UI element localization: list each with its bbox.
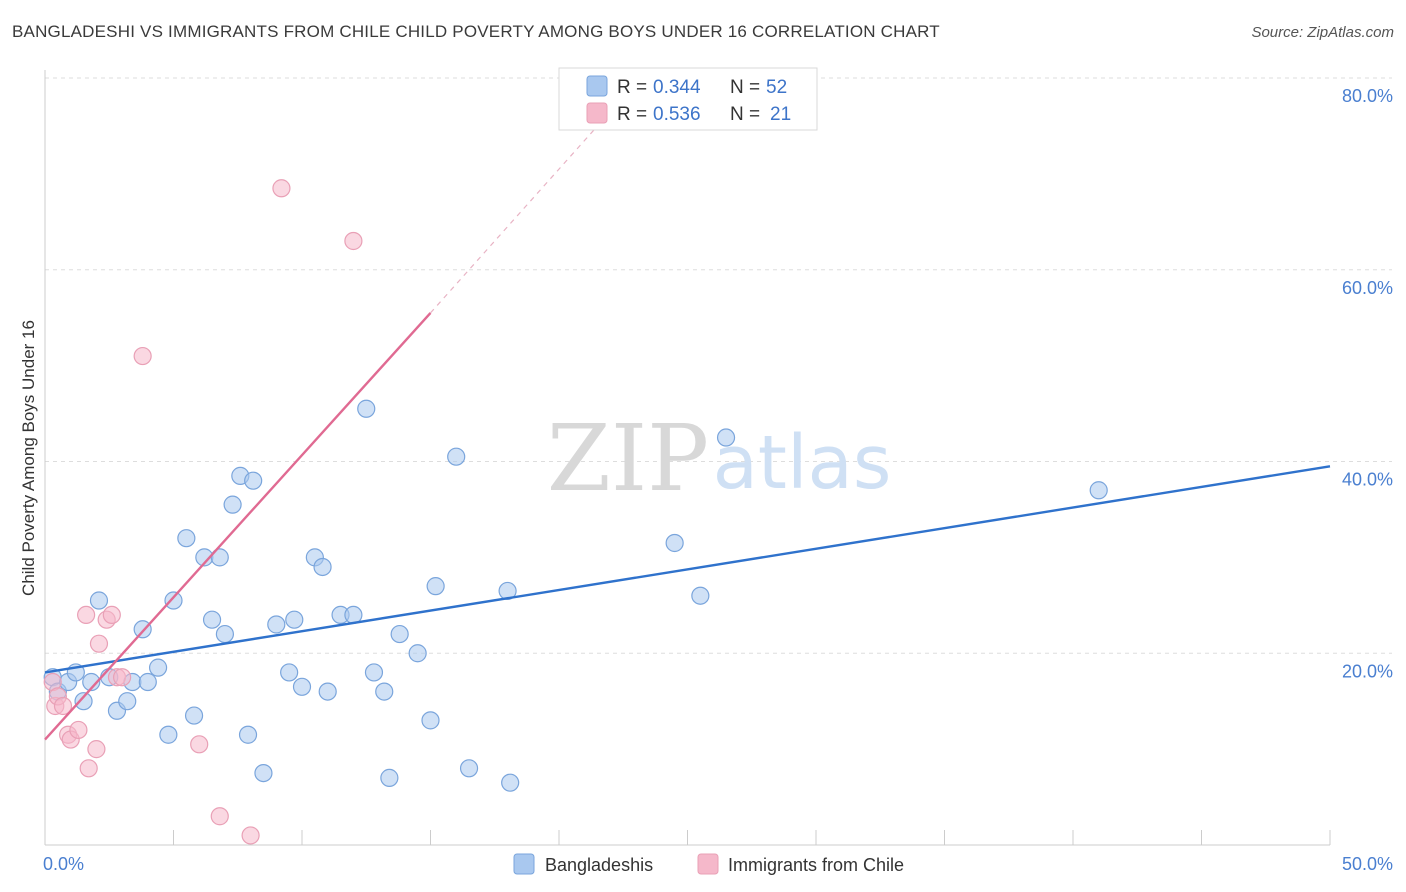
chile-point-15 <box>133 346 152 366</box>
bangladeshi-point-25 <box>244 471 263 490</box>
legend-stats: R = 0.344 N = 52 R = 0.536 N = 21 <box>558 67 818 131</box>
grid-lines <box>45 77 1392 654</box>
y-tick-label-3: 80.0% <box>1342 86 1393 106</box>
y-tick-label-0: 20.0% <box>1342 661 1393 681</box>
legend-n-label-2: N = <box>730 104 760 125</box>
bangladeshi-point-39 <box>380 768 399 787</box>
legend-swatch-chile <box>586 102 608 124</box>
source-credit: Source: ZipAtlas.com <box>1251 24 1394 41</box>
chile-trend-line <box>44 312 432 741</box>
bangladeshi-point-50 <box>716 428 736 447</box>
watermark-atlas: atlas <box>713 420 892 506</box>
legend-n-label-1: N = <box>730 77 760 98</box>
chile-point-19 <box>272 179 291 198</box>
chile-point-17 <box>210 807 229 826</box>
bangladeshi-point-41 <box>408 644 427 663</box>
y-tick-label-2: 60.0% <box>1342 278 1393 298</box>
bangladeshi-point-15 <box>164 591 183 610</box>
bangladeshi-point-19 <box>202 610 222 629</box>
bangladeshi-point-6 <box>89 591 109 610</box>
legend-series-chile: Immigrants from Chile <box>728 855 904 875</box>
bangladeshi-points <box>43 399 1108 792</box>
legend-series-swatch-chile <box>697 853 719 875</box>
chart-title: BANGLADESHI VS IMMIGRANTS FROM CHILE CHI… <box>12 22 940 41</box>
bangladeshi-point-42 <box>421 711 440 730</box>
legend-series: Bangladeshis Immigrants from Chile <box>513 853 904 875</box>
chile-point-14 <box>112 668 132 687</box>
chile-point-20 <box>344 231 363 251</box>
bangladeshi-trend-line <box>44 465 1331 674</box>
chile-point-10 <box>89 634 109 653</box>
bangladeshi-point-12 <box>138 672 157 692</box>
bangladeshi-point-48 <box>665 533 684 553</box>
trend-lines <box>44 125 1331 741</box>
bangladeshi-point-32 <box>313 557 332 577</box>
bangladeshi-point-13 <box>148 658 168 677</box>
chile-point-18 <box>241 826 260 845</box>
bangladeshi-point-28 <box>280 663 299 682</box>
chile-point-3 <box>53 696 73 716</box>
chile-points <box>43 179 363 845</box>
legend-series-bangladeshi: Bangladeshis <box>545 855 653 875</box>
x-tick-label-0: 0.0% <box>43 854 84 874</box>
chile-point-16 <box>190 735 209 754</box>
bangladeshi-point-20 <box>210 548 229 567</box>
x-tick-label-1: 50.0% <box>1342 854 1393 874</box>
bangladeshi-point-36 <box>357 399 376 418</box>
bangladeshi-point-14 <box>159 725 178 744</box>
bangladeshi-point-21 <box>215 624 234 644</box>
bangladeshi-point-5 <box>82 672 101 692</box>
y-tick-labels: 20.0% 40.0% 60.0% 80.0% <box>1342 86 1393 681</box>
bangladeshi-point-4 <box>74 692 93 711</box>
legend-swatch-bangladeshi <box>586 75 608 97</box>
bangladeshi-point-45 <box>459 759 479 778</box>
bangladeshi-point-29 <box>285 610 304 629</box>
bangladeshi-point-49 <box>691 586 710 605</box>
watermark: ZIP atlas <box>547 405 892 512</box>
x-tick-labels: 0.0% 50.0% <box>43 854 1393 874</box>
bangladeshi-point-33 <box>318 682 337 701</box>
bangladeshi-point-30 <box>292 677 312 696</box>
legend-series-swatch-bangladeshi <box>513 853 535 875</box>
chile-trend-line-extended <box>430 125 598 314</box>
bangladeshi-point-44 <box>447 447 466 466</box>
bangladeshi-point-43 <box>426 577 445 596</box>
bangladeshi-point-27 <box>267 615 286 634</box>
chile-point-7 <box>77 605 96 625</box>
legend-r-value-1: 0.344 <box>653 77 701 98</box>
bangladeshi-point-51 <box>1089 481 1108 500</box>
bangladeshi-point-9 <box>118 692 137 711</box>
axes <box>44 70 1331 846</box>
bangladeshi-point-26 <box>254 763 273 783</box>
bangladeshi-point-37 <box>364 663 384 682</box>
y-axis-label: Child Poverty Among Boys Under 16 <box>19 320 38 596</box>
chile-point-9 <box>87 740 106 759</box>
chile-point-12 <box>102 605 121 625</box>
bangladeshi-point-40 <box>390 624 409 644</box>
bangladeshi-point-24 <box>238 725 258 744</box>
legend-n-value-1: 52 <box>766 77 787 98</box>
legend-r-value-2: 0.536 <box>653 104 701 125</box>
y-tick-label-1: 40.0% <box>1342 470 1393 490</box>
bangladeshi-point-38 <box>375 682 394 701</box>
legend-n-value-2: 21 <box>770 104 791 125</box>
bangladeshi-point-16 <box>177 529 196 548</box>
bangladeshi-point-22 <box>223 495 242 514</box>
chile-point-8 <box>79 759 98 778</box>
legend-r-label-1: R = <box>617 77 647 98</box>
chile-point-6 <box>69 720 88 740</box>
watermark-zip: ZIP <box>547 405 709 512</box>
legend-r-label-2: R = <box>617 104 647 125</box>
bangladeshi-point-47 <box>501 773 520 792</box>
bangladeshi-point-17 <box>184 706 204 725</box>
